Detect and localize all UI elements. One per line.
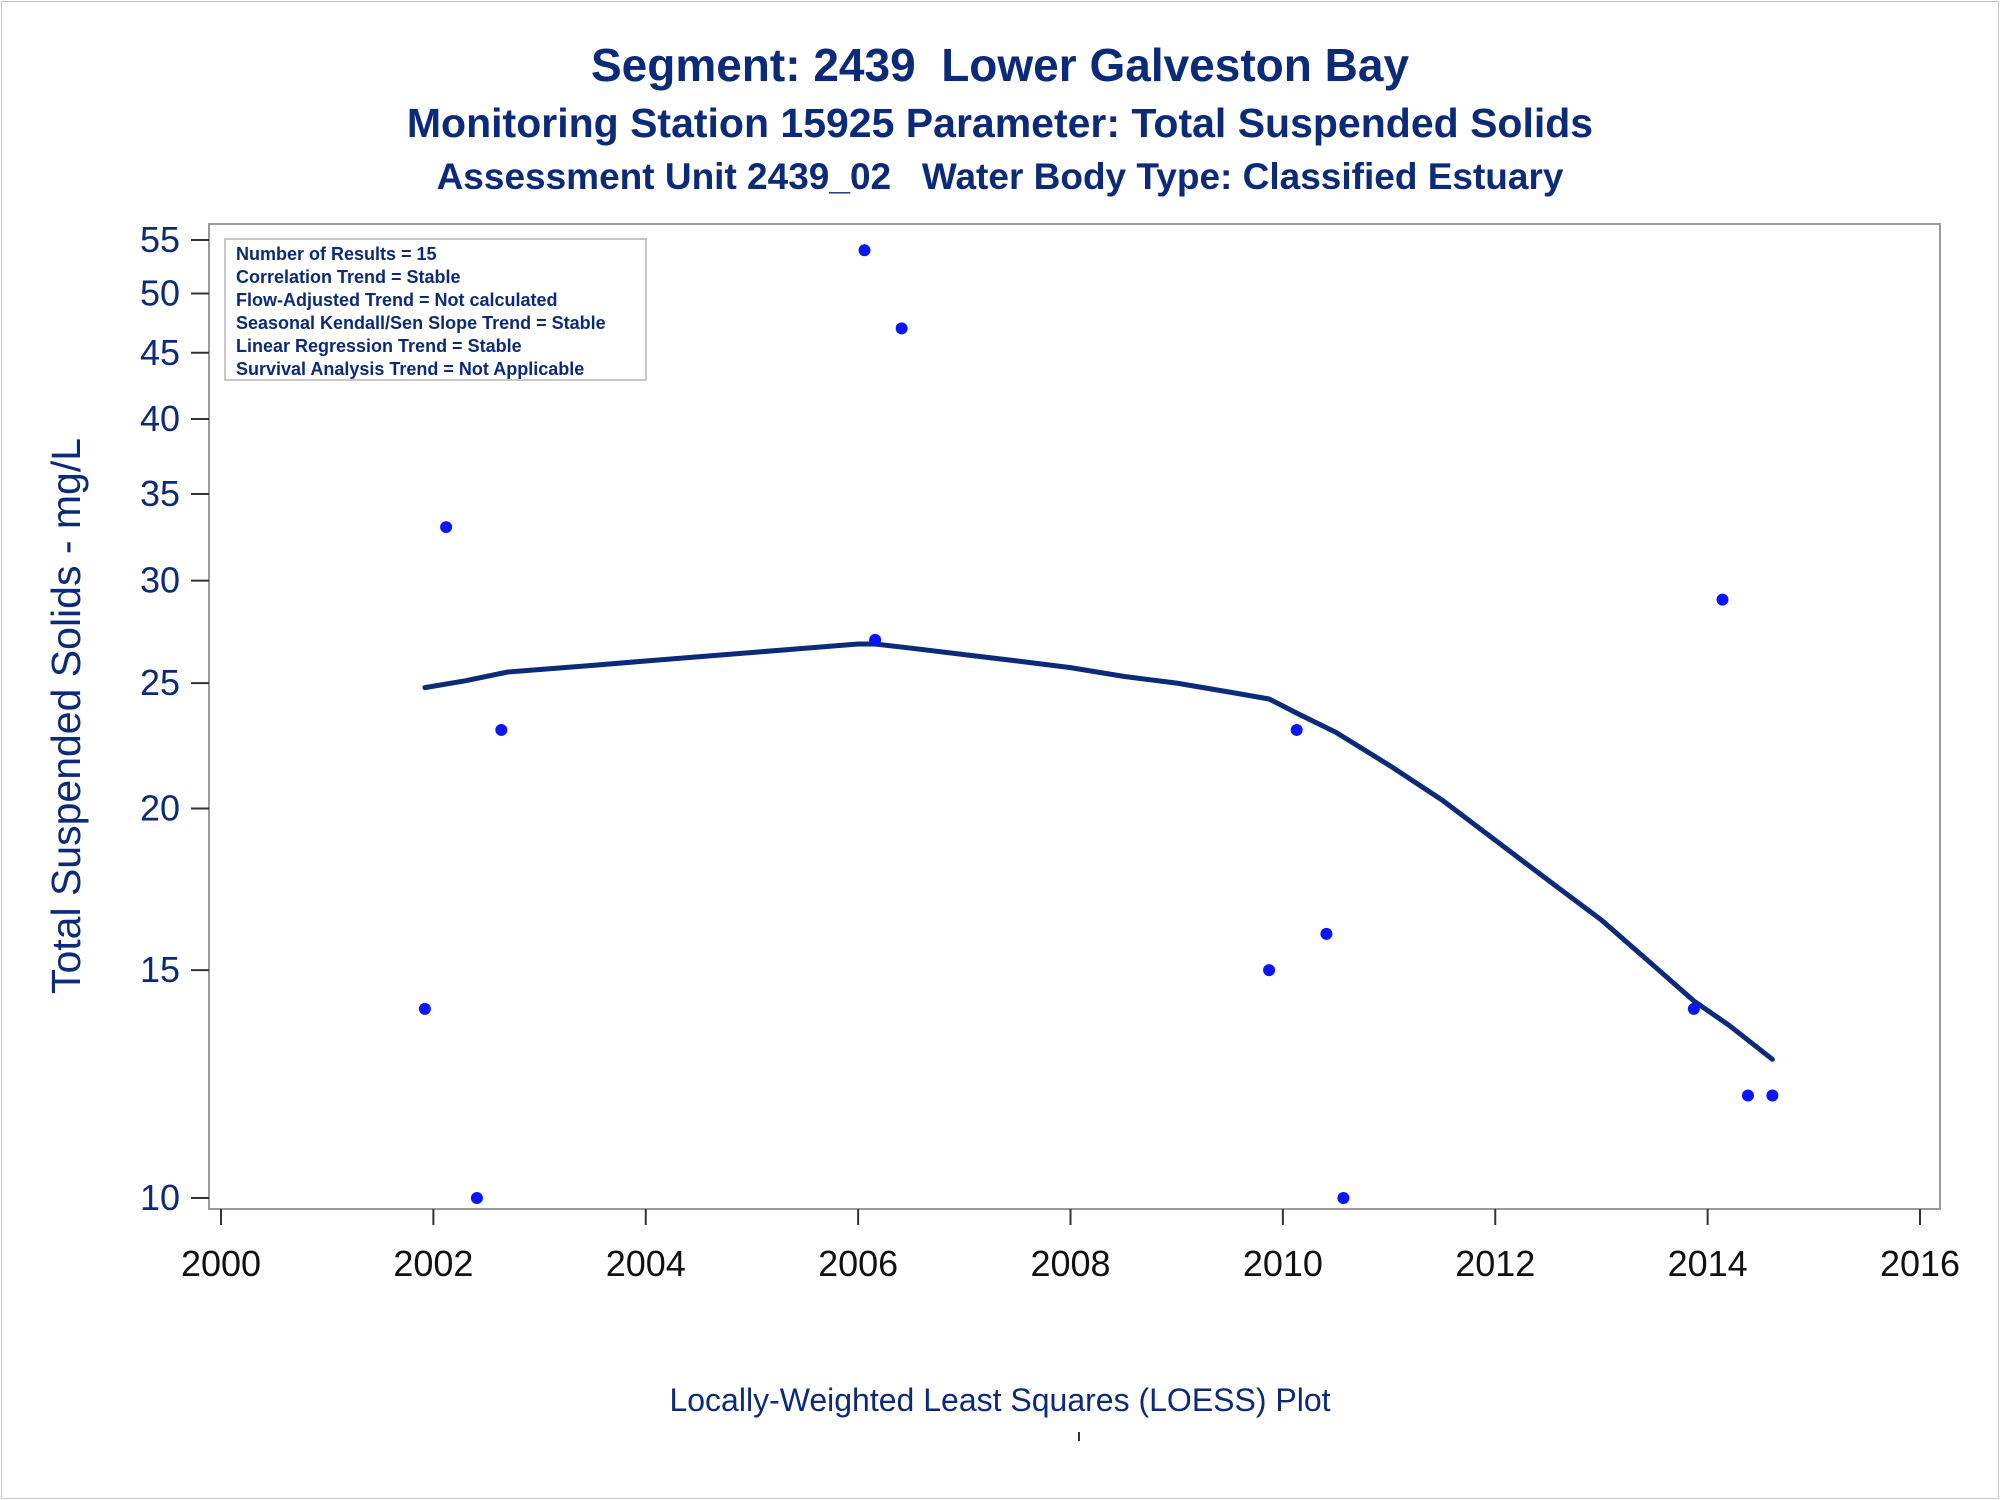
x-tick-label: 2006: [818, 1243, 898, 1284]
y-tick-label: 45: [140, 332, 180, 373]
x-tick-label: 2008: [1030, 1243, 1110, 1284]
y-tick-label: 50: [140, 273, 180, 314]
y-axis: 10 15 20 25 30 35 40 45 50 55: [140, 219, 209, 1218]
data-point: [1337, 1192, 1350, 1204]
x-tick-label: 2002: [393, 1243, 473, 1284]
stats-line: Survival Analysis Trend = Not Applicable: [236, 359, 584, 379]
stats-line: Correlation Trend = Stable: [236, 267, 461, 287]
y-tick-label: 30: [140, 560, 180, 601]
y-tick-label: 10: [140, 1177, 180, 1218]
chart-subtitle-assessment-unit: Assessment Unit 2439_02 Water Body Type:…: [436, 156, 1564, 197]
y-tick-label: 15: [140, 949, 180, 990]
loess-curve-layer: [422, 641, 1775, 1062]
data-point: [895, 322, 908, 335]
x-tick-label: 2014: [1668, 1243, 1748, 1284]
x-tick-label: 2010: [1243, 1243, 1323, 1284]
loess-curve: [422, 641, 1775, 1062]
data-point: [1716, 593, 1729, 606]
x-tick-label: 2016: [1880, 1243, 1960, 1284]
plot-footnote: Locally-Weighted Least Squares (LOESS) P…: [669, 1382, 1331, 1418]
data-point: [470, 1192, 483, 1204]
x-tick-label: 2004: [606, 1243, 686, 1284]
stats-box-border: [224, 238, 647, 381]
y-tick-label: 20: [140, 787, 180, 828]
data-point: [1263, 964, 1276, 977]
data-point: [1741, 1089, 1754, 1102]
stats-line: Number of Results = 15: [236, 244, 437, 264]
x-tick-label: 2000: [181, 1243, 261, 1284]
y-tick-label: 25: [140, 662, 180, 703]
data-point: [858, 244, 871, 257]
data-point: [869, 633, 882, 646]
y-tick-label: 55: [140, 219, 180, 260]
data-point: [1766, 1089, 1779, 1102]
chart-subtitle-parameter: Monitoring Station 15925 Parameter: Tota…: [406, 100, 1594, 146]
chart-title: Segment: 2439 Lower Galveston Bay: [590, 39, 1410, 91]
y-tick-label: 35: [140, 473, 180, 514]
data-points-layer: [418, 244, 1779, 1204]
data-point: [495, 723, 508, 736]
y-tick-label: 40: [140, 398, 180, 439]
stats-line: Flow-Adjusted Trend = Not calculated: [236, 290, 558, 310]
footnote-tick: [1078, 1432, 1080, 1441]
stats-line: Linear Regression Trend = Stable: [236, 336, 522, 356]
data-point: [1687, 1002, 1700, 1015]
trend-stats-box: Number of Results = 15 Correlation Trend …: [224, 238, 647, 381]
x-tick-label: 2012: [1455, 1243, 1535, 1284]
x-axis: 2000 2002 2004 2006 2008 2010 2012 2014 2016: [181, 1209, 1960, 1284]
y-axis-label: Total Suspended Solids - mg/L: [43, 438, 89, 994]
data-point: [1290, 723, 1303, 736]
plot-area-frame: [208, 223, 1941, 1210]
data-point: [440, 521, 453, 534]
stats-line: Seasonal Kendall/Sen Slope Trend = Stabl…: [236, 313, 606, 333]
data-point: [418, 1002, 431, 1015]
data-point: [1320, 927, 1333, 940]
